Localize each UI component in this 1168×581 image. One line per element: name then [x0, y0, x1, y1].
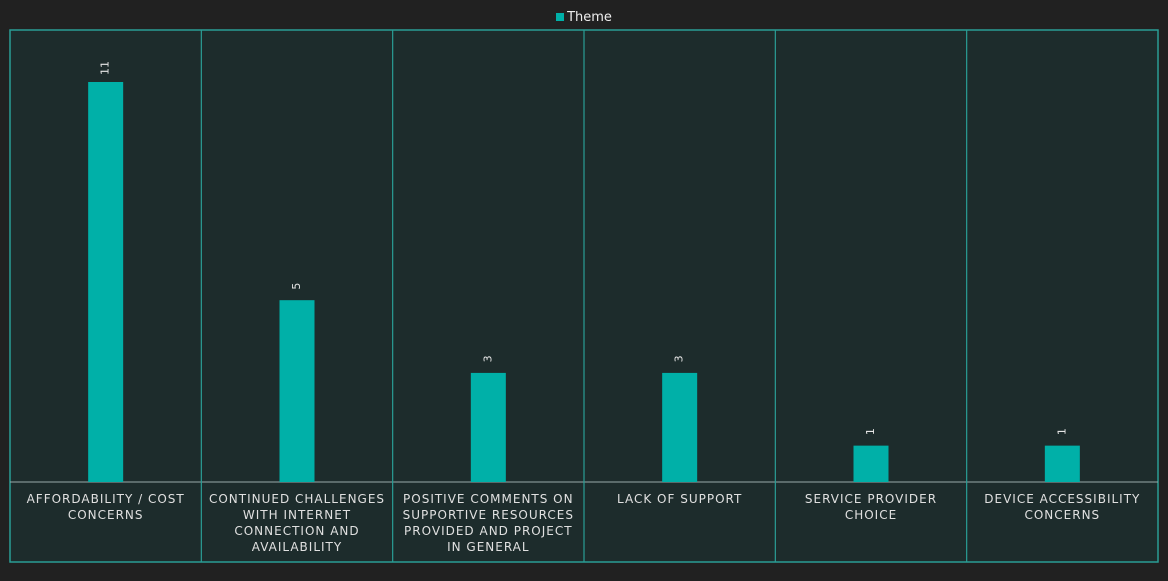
bar: [1044, 445, 1080, 482]
x-tick-label: POSITIVE COMMENTS ON SUPPORTIVE RESOURCE…: [402, 492, 574, 554]
x-tick-label: CONTINUED CHALLENGES WITH INTERNET CONNE…: [208, 492, 386, 554]
data-label: 3: [673, 355, 686, 362]
bar: [853, 445, 889, 482]
data-label: 3: [481, 355, 494, 362]
x-tick-label: DEVICE ACCESSIBILITY CONCERNS: [984, 492, 1141, 522]
data-label: 1: [1055, 428, 1068, 435]
bar: [279, 300, 315, 482]
data-label: 5: [290, 283, 303, 290]
x-tick-label: SERVICE PROVIDER CHOICE: [804, 492, 938, 522]
legend-swatch: [556, 13, 565, 21]
bar: [470, 372, 506, 482]
x-tick-label: LACK OF SUPPORT: [617, 492, 743, 506]
legend: Theme: [0, 10, 1168, 25]
x-tick-label: AFFORDABILITY / COST CONCERNS: [26, 492, 185, 522]
bar: [662, 372, 698, 482]
legend-label: Theme: [567, 10, 612, 25]
data-label: 1: [864, 428, 877, 435]
bar: [88, 82, 124, 482]
data-label: 11: [99, 61, 112, 75]
